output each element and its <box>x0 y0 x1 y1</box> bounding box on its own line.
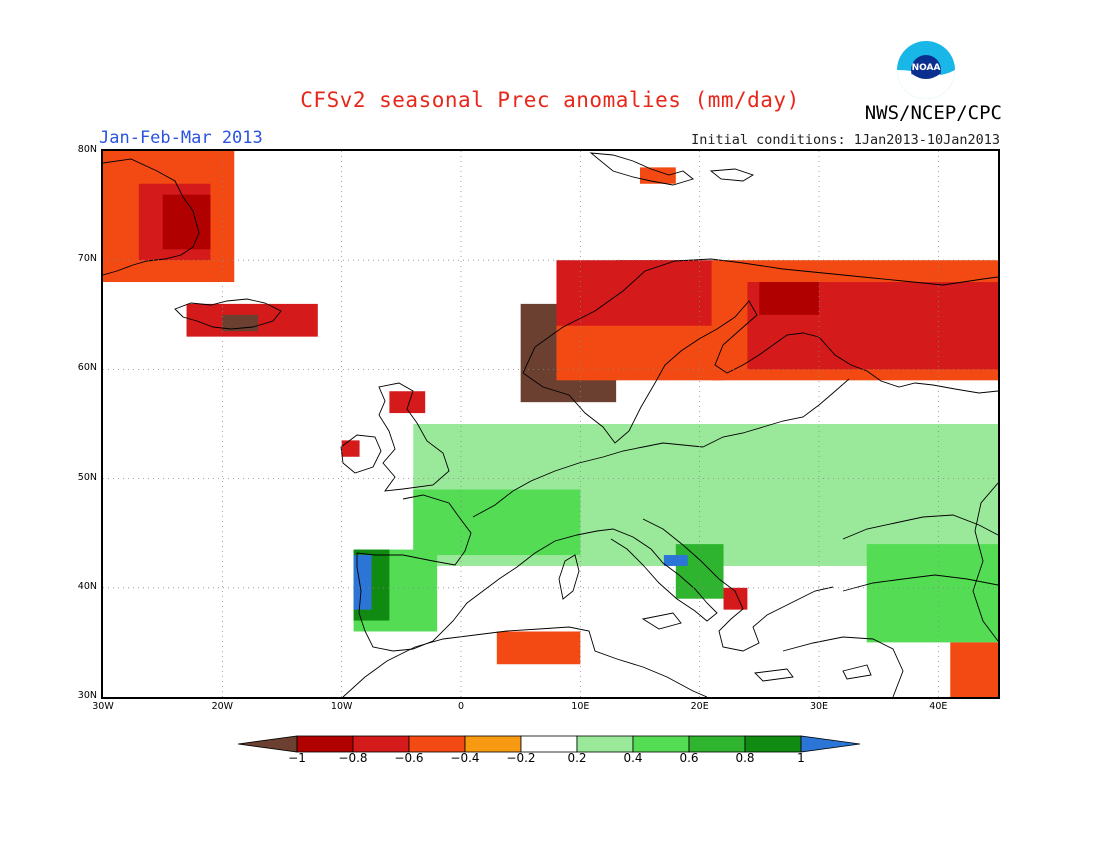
colorbar-segment <box>408 735 466 753</box>
map-panel <box>101 149 1000 699</box>
colorbar-segment <box>296 735 354 753</box>
colorbar-segment <box>744 735 802 753</box>
lat-tick-label: 50N <box>77 471 97 483</box>
anomaly-cell <box>723 587 748 610</box>
coastlines <box>103 152 998 697</box>
anomaly-cell <box>759 282 819 315</box>
colorbar-tick-label: −0.6 <box>394 751 424 765</box>
anomaly-cell <box>950 642 998 697</box>
anomaly-cell <box>162 194 211 250</box>
anomaly-cell <box>556 325 724 381</box>
colorbar-tick-label: 0.6 <box>679 751 699 765</box>
colorbar-tick-label: −0.2 <box>506 751 536 765</box>
lat-tick-label: 80N <box>77 144 97 155</box>
period-label: Jan-Feb-Mar 2013 <box>99 128 263 148</box>
lon-tick-label: 30W <box>92 701 114 712</box>
colorbar-tick-label: −0.4 <box>450 751 480 765</box>
anomaly-cell <box>389 391 426 414</box>
anomaly-cell <box>640 167 676 184</box>
colorbar-segment <box>464 735 522 753</box>
colorbar-segment <box>688 735 746 753</box>
colorbar-segment <box>632 735 690 753</box>
anomaly-cell <box>866 544 998 643</box>
anomaly-cells <box>103 151 998 697</box>
noaa-logo: NOAA <box>897 41 955 99</box>
colorbar-tick-label: 0.4 <box>623 751 643 765</box>
colorbar-arrow-low <box>238 735 298 753</box>
lon-tick-label: 10E <box>571 701 590 712</box>
colorbar-tick-label: 0.8 <box>735 751 755 765</box>
initial-conditions-label: Initial conditions: 1Jan2013-10Jan2013 <box>691 132 1000 148</box>
colorbar-segment <box>576 735 634 753</box>
colorbar-tick-label: −0.8 <box>338 751 368 765</box>
lon-tick-label: 20W <box>211 701 234 712</box>
chart-title: CFSv2 seasonal Prec anomalies (mm/day) <box>300 88 800 112</box>
logo-text: NOAA <box>912 63 941 73</box>
anomaly-cell <box>496 631 581 665</box>
anomaly-cell <box>341 440 360 457</box>
graticule <box>103 151 998 697</box>
lat-tick-label: 30N <box>77 690 97 701</box>
anomaly-cell <box>663 555 688 566</box>
anomaly-map <box>103 151 998 697</box>
lon-tick-label: 30E <box>809 701 829 712</box>
colorbar-arrow-high <box>800 735 861 753</box>
lat-tick-label: 60N <box>77 362 97 374</box>
lat-tick-label: 40N <box>77 580 97 592</box>
colorbar-segment <box>352 735 410 753</box>
lon-tick-label: 20E <box>690 701 709 712</box>
lon-tick-label: 0 <box>457 701 465 712</box>
agency-label: NWS/NCEP/CPC <box>864 102 1002 124</box>
colorbar <box>238 735 861 753</box>
colorbar-tick-label: 1 <box>797 751 805 765</box>
lon-tick-label: 10W <box>330 701 353 712</box>
lon-tick-label: 40E <box>929 701 948 712</box>
colorbar-tick-label: 0.2 <box>567 751 587 765</box>
anomaly-cell <box>353 555 372 610</box>
colorbar-segment <box>520 735 578 753</box>
lat-tick-label: 70N <box>77 253 97 265</box>
colorbar-tick-label: −1 <box>288 751 306 765</box>
